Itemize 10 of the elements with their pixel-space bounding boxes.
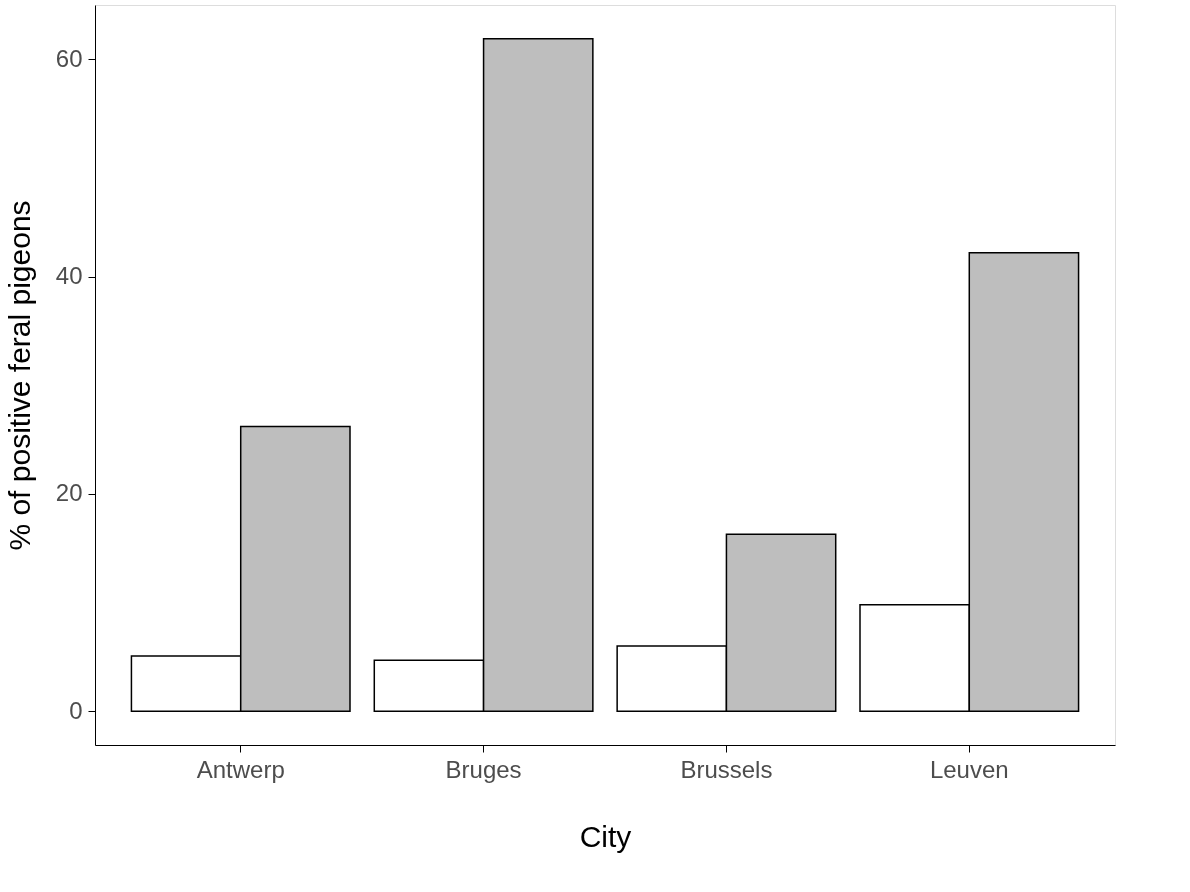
x-tick-label: Antwerp	[196, 755, 285, 783]
y-axis-title: % of positive feral pigeons	[2, 200, 36, 551]
y-tick-label: 0	[69, 696, 83, 724]
x-tick-label: Leuven	[929, 755, 1009, 783]
x-axis-title: City	[579, 819, 632, 853]
x-tick-label: Brussels	[680, 755, 773, 783]
y-tick-label: 60	[55, 44, 83, 72]
y-tick-label: 40	[55, 262, 83, 290]
x-tick-label: Bruges	[445, 755, 522, 783]
y-tick-label: 20	[55, 479, 83, 507]
